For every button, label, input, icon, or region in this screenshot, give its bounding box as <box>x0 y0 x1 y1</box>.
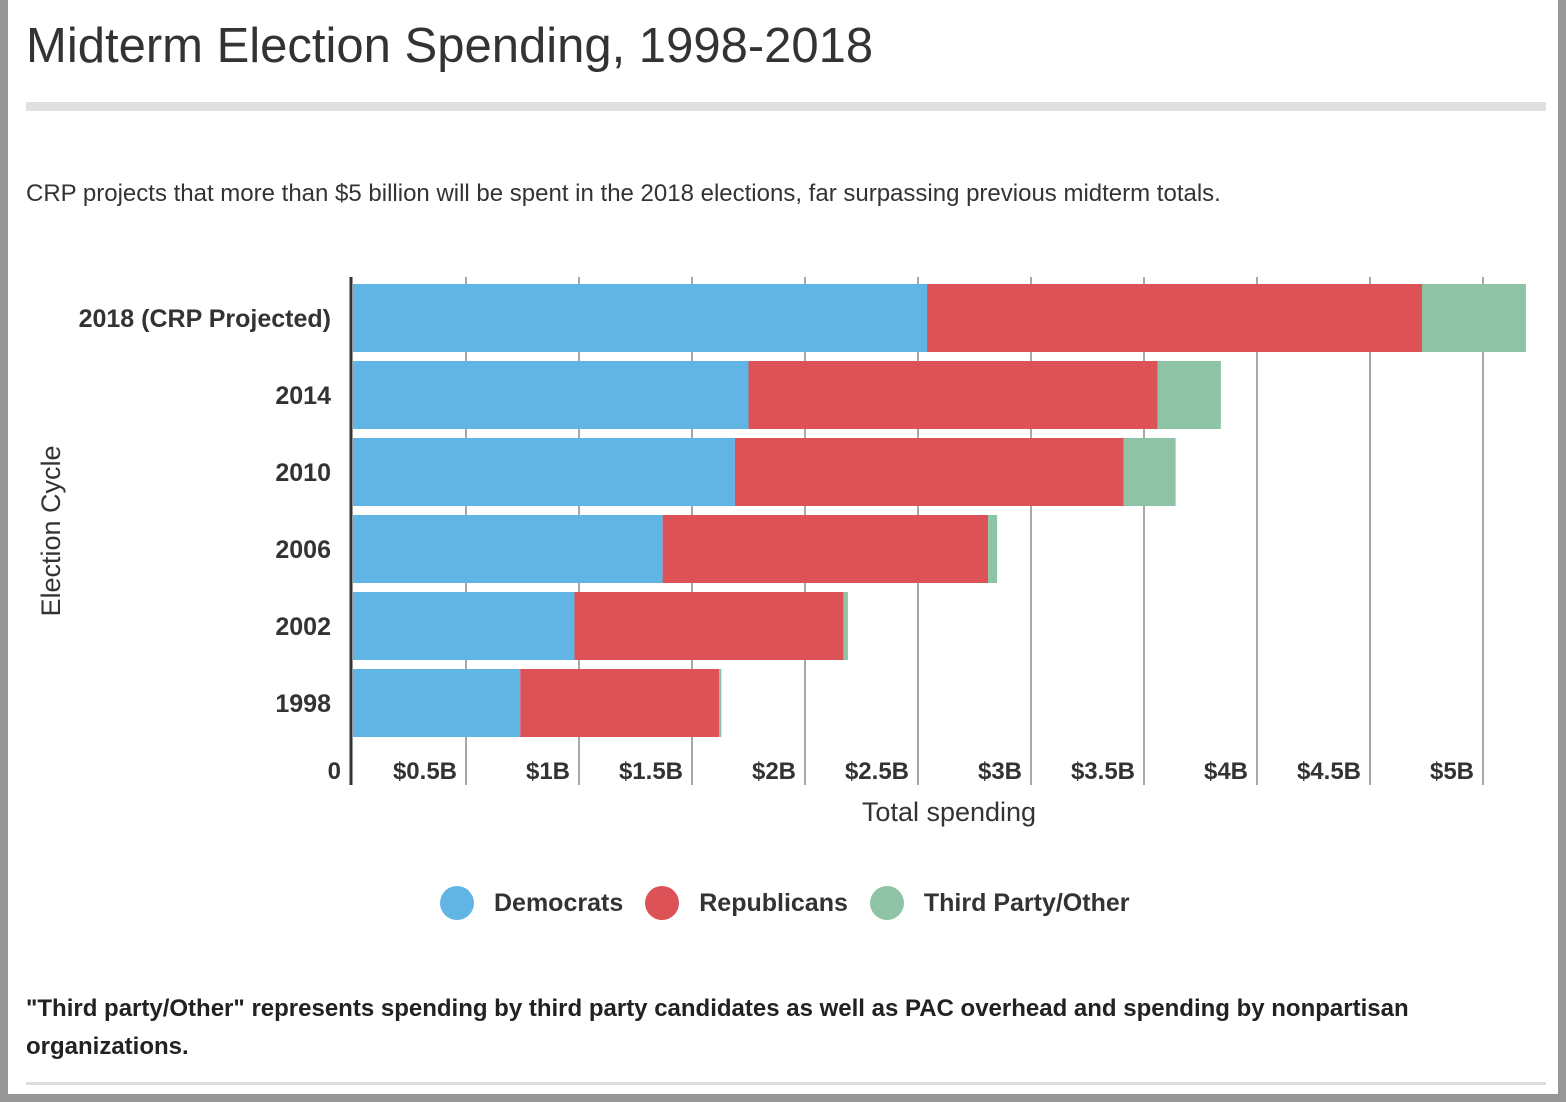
bar-third-party-other <box>988 515 998 583</box>
x-tick-label: $0.5B <box>393 758 457 785</box>
legend-label: Republicans <box>699 888 848 917</box>
x-tick-label: $1B <box>526 758 570 785</box>
category-label: 2018 (CRP Projected) <box>79 305 331 333</box>
legend-label: Democrats <box>494 888 624 917</box>
bottom-divider <box>26 1082 1546 1085</box>
category-label: 1998 <box>275 690 331 718</box>
x-tick-label: $1.5B <box>619 758 683 785</box>
bar-republicans <box>662 515 989 583</box>
chart-note: "Third party/Other" represents spending … <box>26 995 1409 1060</box>
y-axis-title: Election Cycle <box>36 445 66 616</box>
category-label: 2010 <box>275 459 331 487</box>
category-label: 2002 <box>275 613 331 641</box>
legend-swatch <box>645 886 680 920</box>
legend-item: Third Party/Other <box>869 886 1130 920</box>
x-tick-label: $3.5B <box>1071 758 1135 785</box>
title-divider <box>26 102 1546 111</box>
x-tick-label: 0 <box>328 758 341 785</box>
legend-label: Third Party/Other <box>923 888 1130 917</box>
x-tick-label: $2.5B <box>845 758 909 785</box>
chart-card: Midterm Election Spending, 1998-2018 CRP… <box>8 0 1558 1094</box>
legend-item: Democrats <box>440 886 623 920</box>
x-axis-title: Total spending <box>862 797 1036 827</box>
bar-third-party-other <box>1421 284 1526 352</box>
category-label: 2014 <box>275 382 331 410</box>
bar-third-party-other <box>1123 438 1176 506</box>
bar-third-party-other <box>843 592 848 660</box>
bar-republicans <box>734 438 1124 506</box>
bar-third-party-other <box>719 669 722 737</box>
x-tick-label: $3B <box>978 758 1022 785</box>
bar-democrats <box>353 438 735 506</box>
bar-democrats <box>353 361 749 429</box>
bar-democrats <box>353 669 521 737</box>
legend-swatch <box>869 886 904 920</box>
legend: Democrats Republicans Third Party/Other <box>440 886 1129 920</box>
x-tick-label: $5B <box>1430 758 1474 785</box>
chart-title: Midterm Election Spending, 1998-2018 <box>26 19 874 73</box>
bar-republicans <box>927 284 1422 352</box>
bar-republicans <box>574 592 844 660</box>
x-tick-label: $4B <box>1204 758 1248 785</box>
category-label: 2006 <box>275 536 331 564</box>
bar-democrats <box>353 515 663 583</box>
bar-third-party-other <box>1157 361 1221 429</box>
bar-republicans <box>520 669 720 737</box>
chart-subtitle: CRP projects that more than $5 billion w… <box>26 180 1221 207</box>
bar-democrats <box>353 284 928 352</box>
x-tick-label: $4.5B <box>1297 758 1361 785</box>
legend-swatch <box>440 886 474 920</box>
legend-item: Republicans <box>645 886 848 920</box>
bar-democrats <box>353 592 575 660</box>
bar-republicans <box>748 361 1158 429</box>
x-tick-label: $2B <box>752 758 796 785</box>
